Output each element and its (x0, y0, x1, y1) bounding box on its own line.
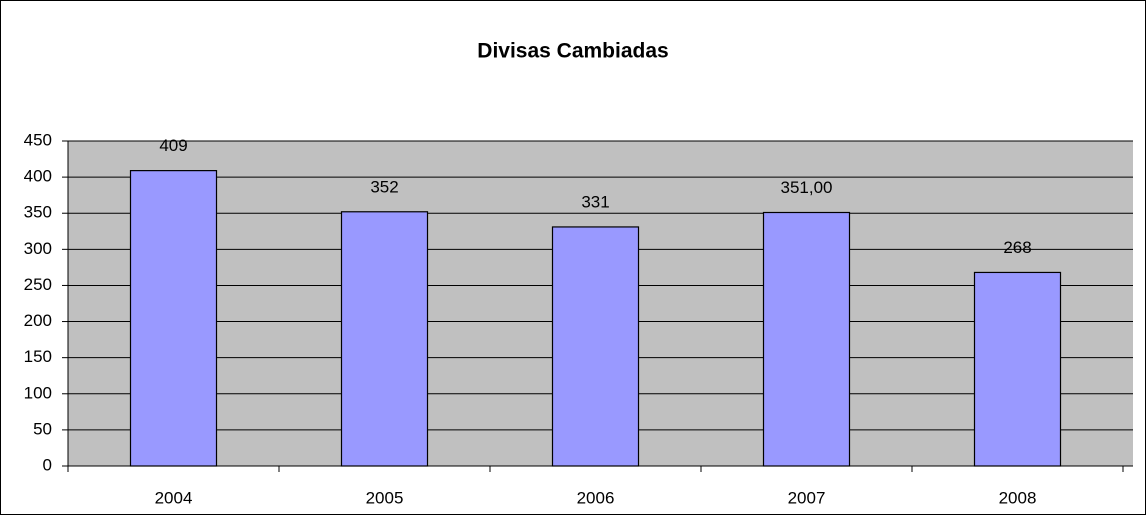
y-tick-label: 50 (33, 419, 52, 438)
y-tick-label: 400 (24, 167, 52, 186)
y-tick-label: 200 (24, 311, 52, 330)
data-label: 351,00 (781, 178, 833, 197)
bar (762, 211, 851, 467)
y-tick-label: 350 (24, 203, 52, 222)
y-tick-label: 300 (24, 239, 52, 258)
y-tick-label: 100 (24, 383, 52, 402)
data-label: 331 (581, 192, 609, 211)
x-tick-label: 2006 (577, 488, 615, 507)
x-tick-label: 2004 (155, 488, 193, 507)
y-tick-label: 450 (24, 130, 52, 149)
bar (551, 226, 640, 467)
bar (340, 211, 429, 467)
y-tick-label: 250 (24, 275, 52, 294)
data-label: 268 (1003, 238, 1031, 257)
y-tick-label: 150 (24, 347, 52, 366)
x-tick-label: 2008 (999, 488, 1037, 507)
x-tick-label: 2005 (366, 488, 404, 507)
x-tick-label: 2007 (788, 488, 826, 507)
y-tick-label: 0 (43, 455, 52, 474)
data-label: 409 (159, 136, 187, 155)
chart-title: Divisas Cambiadas (477, 40, 668, 63)
bar (973, 271, 1062, 467)
data-label: 352 (370, 177, 398, 196)
bar (129, 170, 218, 467)
